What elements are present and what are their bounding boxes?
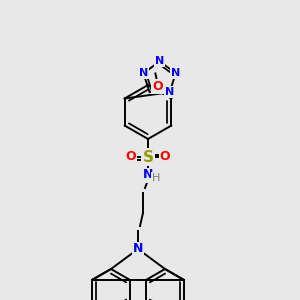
Text: O: O [160,151,170,164]
Text: O: O [152,80,163,93]
Text: N: N [171,68,180,78]
Text: N: N [133,242,143,256]
Text: O: O [126,151,136,164]
Text: N: N [139,68,148,78]
Text: N: N [155,56,164,67]
Text: S: S [142,149,154,164]
Text: N: N [165,87,174,97]
Text: N: N [143,169,153,182]
Text: N: N [133,242,143,256]
Text: H: H [152,173,160,183]
